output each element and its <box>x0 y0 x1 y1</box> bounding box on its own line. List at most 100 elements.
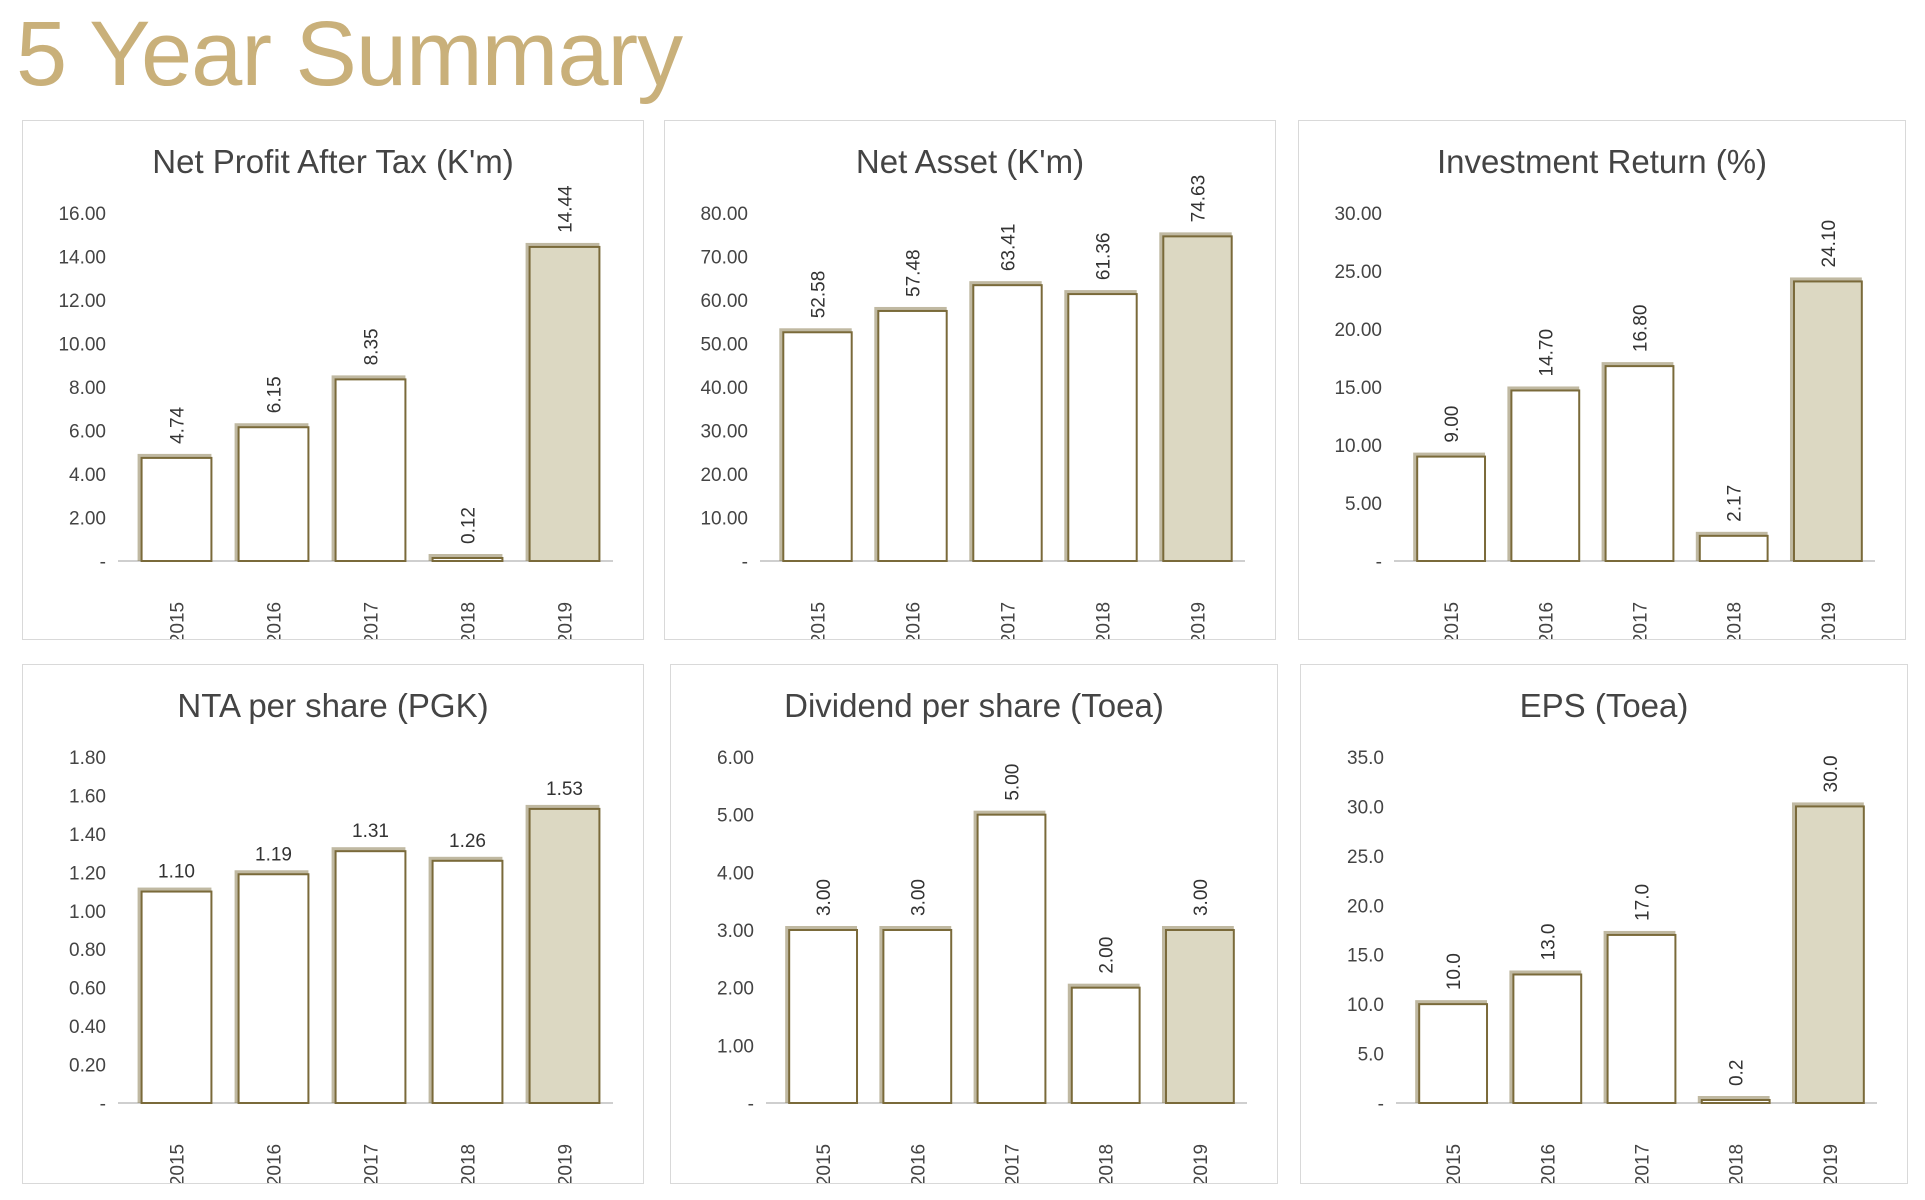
x-tick-label: 2019 <box>1189 602 1210 639</box>
data-label: 61.36 <box>1094 233 1115 281</box>
x-tick-label: 2018 <box>459 1144 480 1183</box>
bar-2017 <box>334 850 407 1104</box>
bar-2016 <box>1510 389 1581 563</box>
x-tick-label: 2015 <box>809 602 830 639</box>
chart-svg: NTA per share (PGK) - 0.20 0.40 0.60 0.80 1.00… <box>69 687 613 1183</box>
y-tick-label: - <box>748 1094 754 1115</box>
x-tick-label: 2015 <box>1444 1144 1465 1183</box>
x-tick-label: 2018 <box>459 602 480 639</box>
data-label: 1.31 <box>352 821 389 842</box>
y-tick-label: 15.0 <box>1347 946 1384 967</box>
data-label: 5.00 <box>1003 764 1024 801</box>
y-tick-label: 4.00 <box>69 465 106 486</box>
data-label: 4.74 <box>168 406 189 443</box>
x-tick-label: 2018 <box>1727 1144 1748 1183</box>
y-tick-label: - <box>742 552 748 573</box>
data-label: 3.00 <box>1191 879 1212 916</box>
y-tick-label: 1.00 <box>717 1036 754 1057</box>
y-tick-label: 25.0 <box>1347 847 1384 868</box>
bar-2017 <box>1604 365 1675 562</box>
y-tick-label: 25.00 <box>1334 262 1382 283</box>
data-label: 3.00 <box>814 879 835 916</box>
chart-panel-net-profit: Net Profit After Tax (K'm) - 2.00 4.00 6.00 8… <box>22 120 644 640</box>
y-tick-label: 0.20 <box>69 1056 106 1077</box>
chart-panel-investment-return: Investment Return (%) - 5.00 10.00 15.00 20.0… <box>1298 120 1906 640</box>
y-tick-label: 10.00 <box>700 509 748 530</box>
y-tick-label: 1.60 <box>69 786 106 807</box>
x-tick-label: 2019 <box>1821 1144 1842 1183</box>
chart-svg: Investment Return (%) - 5.00 10.00 15.00 20.0… <box>1334 143 1875 639</box>
y-tick-label: 5.00 <box>717 806 754 827</box>
y-tick-label: 20.0 <box>1347 896 1384 917</box>
x-tick-label: 2019 <box>1191 1144 1212 1183</box>
bar-2018 <box>431 859 504 1104</box>
y-tick-label: 50.00 <box>700 335 748 356</box>
bar-2019 <box>1794 805 1865 1105</box>
chart-title: Dividend per share (Toea) <box>784 687 1164 724</box>
bar-2019 <box>528 245 601 563</box>
data-label: 2.00 <box>1097 937 1118 974</box>
data-label: 63.41 <box>999 224 1020 272</box>
bar-2018 <box>1700 1099 1771 1104</box>
bar-2016 <box>237 873 310 1104</box>
data-label: 6.15 <box>265 376 286 413</box>
y-tick-label: - <box>1378 1094 1384 1115</box>
bar-2015 <box>1418 1003 1489 1104</box>
chart-title: Net Asset (K'm) <box>856 143 1084 180</box>
x-tick-label: 2019 <box>556 602 577 639</box>
data-label: 14.44 <box>556 185 577 233</box>
y-tick-label: 1.20 <box>69 863 106 884</box>
data-label: 1.10 <box>158 862 195 883</box>
chart-panel-nta-per-share: NTA per share (PGK) - 0.20 0.40 0.60 0.80 1.00… <box>22 664 644 1184</box>
x-tick-label: 2018 <box>1094 602 1115 639</box>
y-tick-label: 1.80 <box>69 748 106 769</box>
y-tick-label: 0.60 <box>69 979 106 1000</box>
y-tick-label: 80.00 <box>700 204 748 225</box>
data-label: 0.2 <box>1727 1060 1748 1086</box>
data-label: 2.17 <box>1725 485 1746 522</box>
bar-2016 <box>877 309 948 562</box>
chart-svg: EPS (Toea) - 5.0 10.0 15.0 20.0 25.0 30.0 35.0 10… <box>1347 687 1877 1183</box>
x-tick-label: 2019 <box>556 1144 577 1183</box>
y-tick-label: 2.00 <box>69 509 106 530</box>
y-tick-label: 30.00 <box>700 422 748 443</box>
bar-2015 <box>788 929 859 1104</box>
x-tick-label: 2016 <box>1536 602 1557 639</box>
y-tick-label: 35.0 <box>1347 748 1384 769</box>
chart-title: Investment Return (%) <box>1437 143 1767 180</box>
data-label: 1.19 <box>255 844 292 865</box>
y-tick-label: 12.00 <box>58 291 106 312</box>
y-tick-label: 30.0 <box>1347 797 1384 818</box>
x-tick-label: 2017 <box>1003 1144 1024 1183</box>
bar-2019 <box>1162 235 1233 562</box>
bar-2015 <box>140 456 213 562</box>
data-label: 17.0 <box>1633 884 1654 921</box>
chart-svg: Dividend per share (Toea) - 1.00 2.00 3.00 4.… <box>717 687 1247 1183</box>
chart-title: EPS (Toea) <box>1520 687 1689 724</box>
data-label: 1.26 <box>449 831 486 852</box>
data-label: 1.53 <box>546 779 583 800</box>
bar-2015 <box>140 890 213 1104</box>
y-tick-label: 15.00 <box>1334 378 1382 399</box>
y-tick-label: 4.00 <box>717 863 754 884</box>
x-tick-label: 2015 <box>1442 602 1463 639</box>
y-tick-label: 0.40 <box>69 1017 106 1038</box>
y-tick-label: 6.00 <box>69 422 106 443</box>
chart-title: Net Profit After Tax (K'm) <box>152 143 513 180</box>
x-tick-label: 2017 <box>1633 1144 1654 1183</box>
y-tick-label: 5.00 <box>1345 494 1382 515</box>
y-tick-label: 10.0 <box>1347 995 1384 1016</box>
y-tick-label: 60.00 <box>700 291 748 312</box>
x-tick-label: 2019 <box>1819 602 1840 639</box>
data-label: 13.0 <box>1538 924 1559 961</box>
y-tick-label: 2.00 <box>717 979 754 1000</box>
data-label: 52.58 <box>809 271 830 319</box>
y-tick-label: 30.00 <box>1334 204 1382 225</box>
data-label: 30.0 <box>1821 755 1842 792</box>
y-tick-label: 20.00 <box>1334 320 1382 341</box>
page-title: 5 Year Summary <box>16 3 683 105</box>
y-tick-label: 10.00 <box>58 335 106 356</box>
bar-2016 <box>237 426 310 562</box>
y-tick-label: 1.00 <box>69 902 106 923</box>
bar-2018 <box>1070 986 1141 1104</box>
